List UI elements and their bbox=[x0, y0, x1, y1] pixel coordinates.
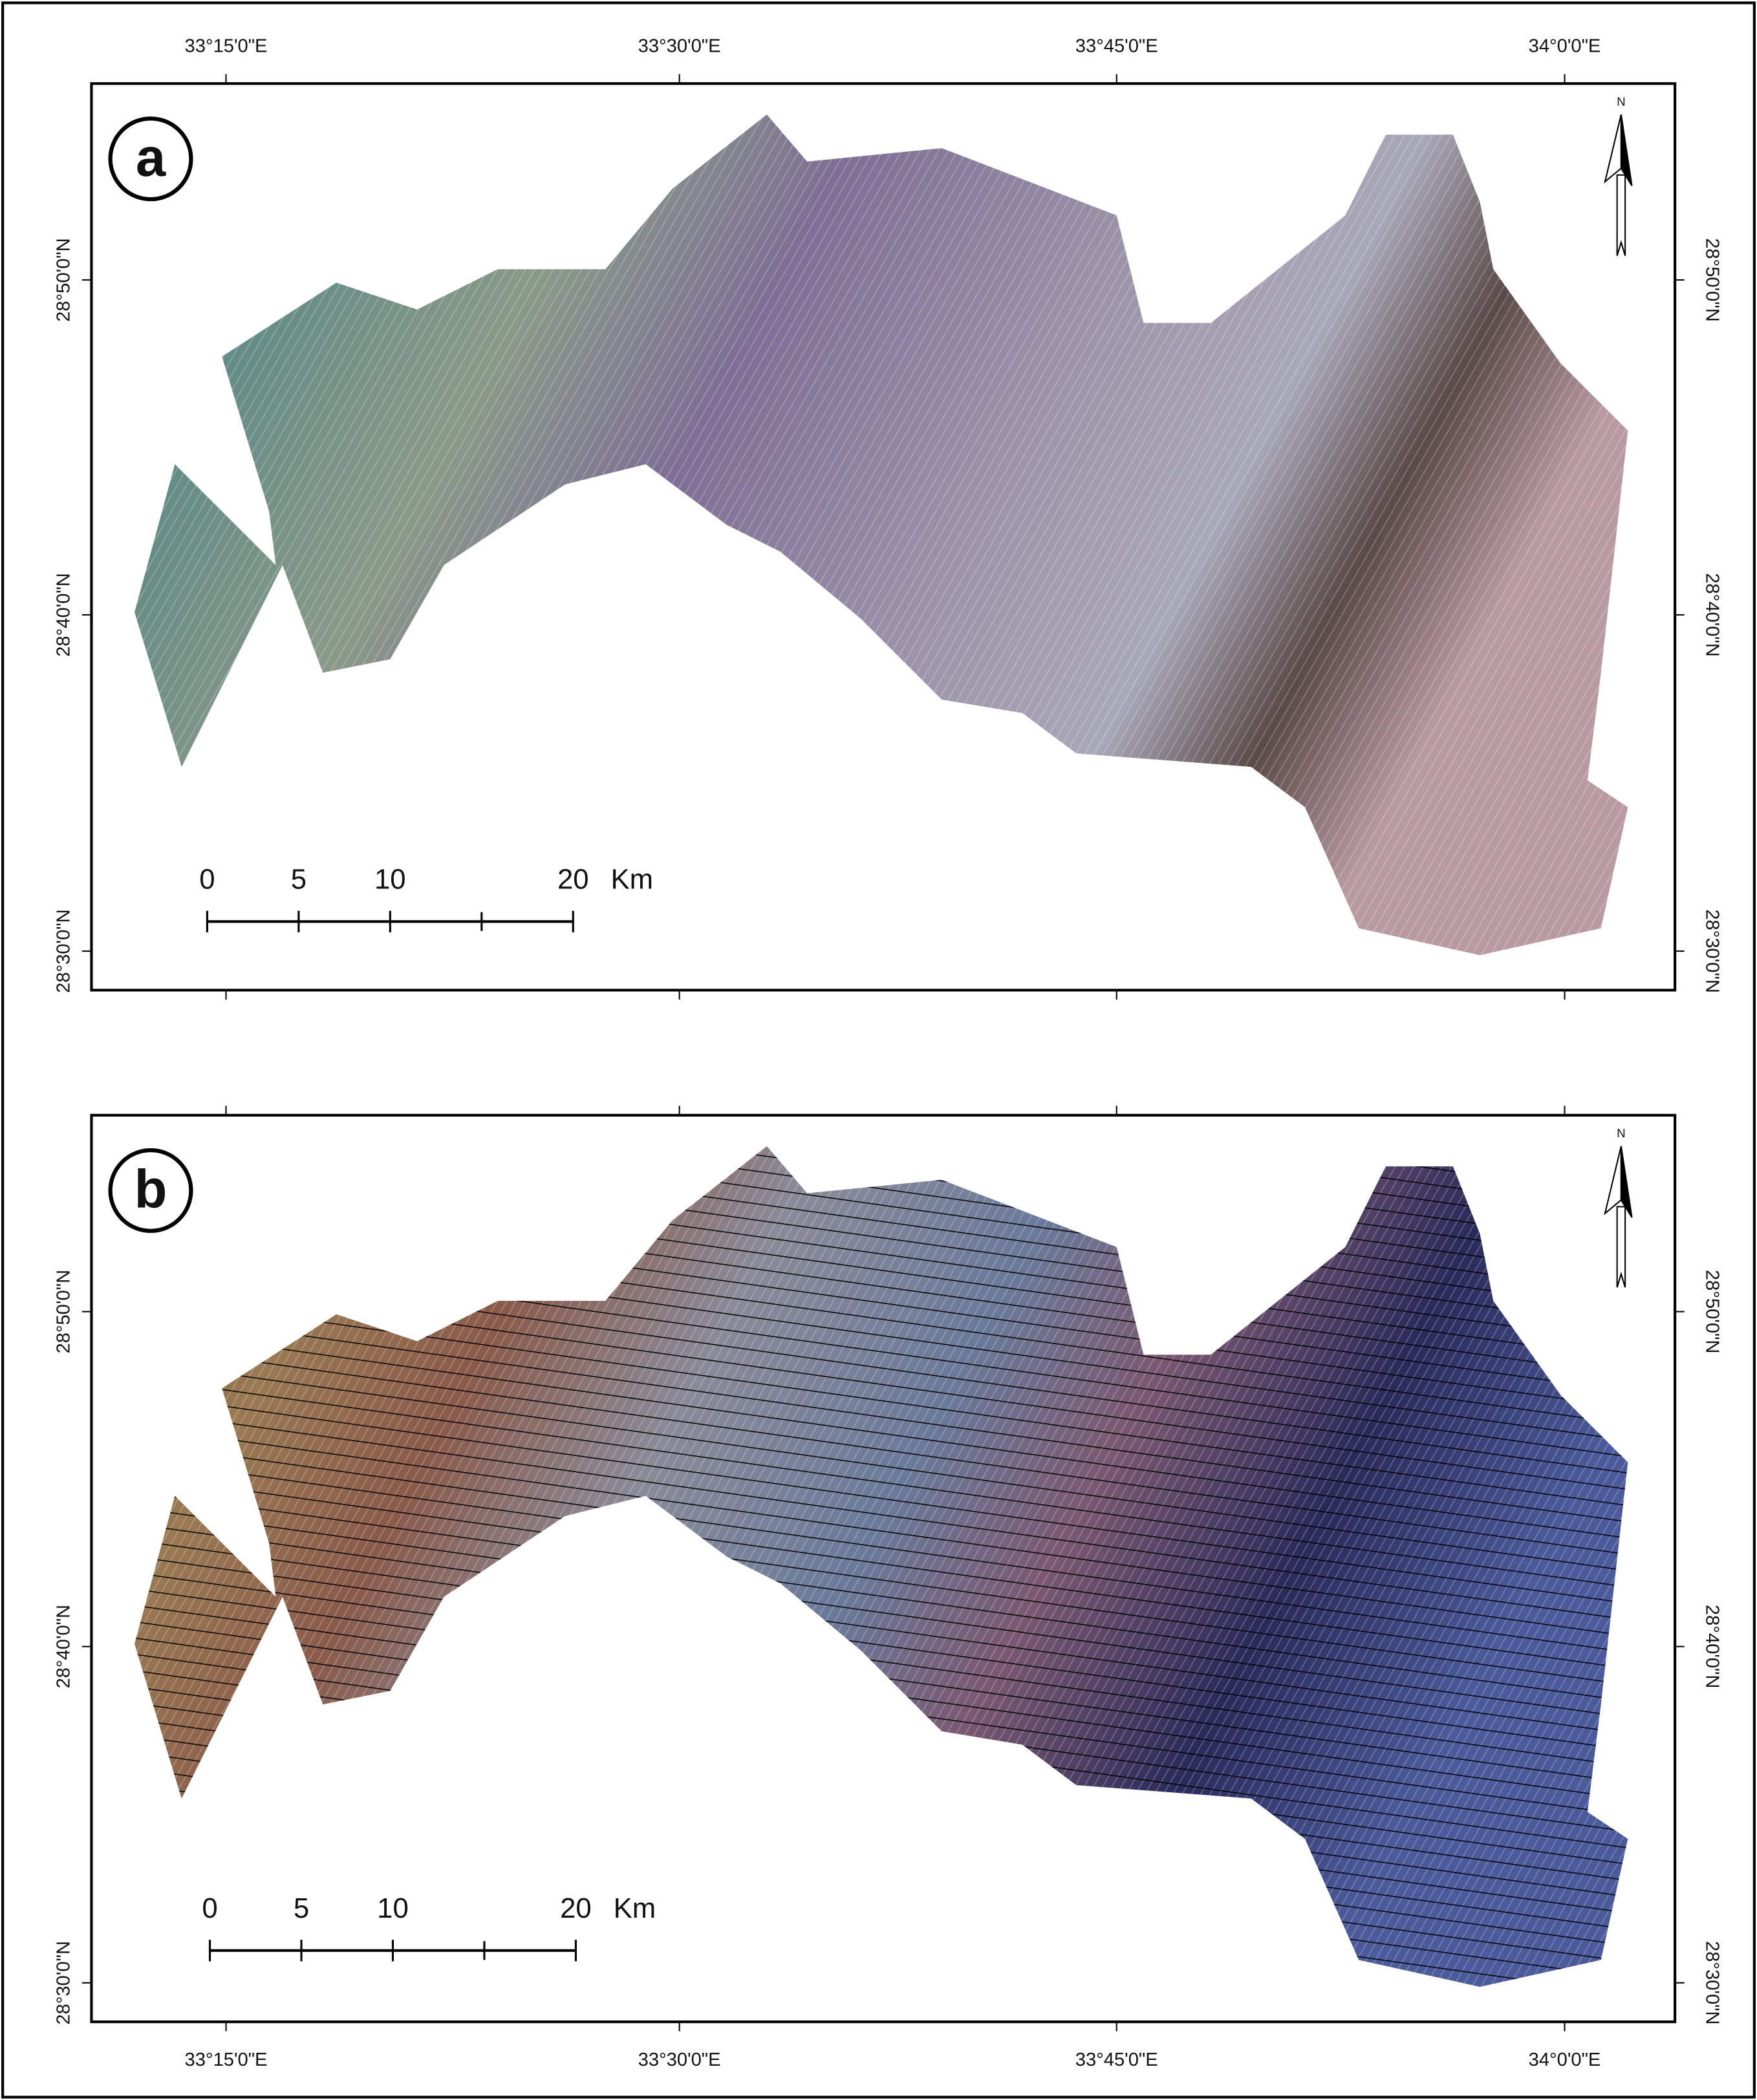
lon-label: 33°15'0"E bbox=[185, 2050, 268, 2070]
lat-label: 28°50'0"N bbox=[54, 1270, 74, 1354]
scale-bar-label: 0 bbox=[202, 1892, 217, 1924]
lon-label: 34°0'0"E bbox=[1529, 36, 1601, 57]
scale-bar-label: 5 bbox=[291, 863, 307, 895]
lat-label: 28°30'0"N bbox=[54, 909, 74, 993]
panel-label-circle bbox=[108, 1148, 193, 1233]
north-label: N bbox=[1617, 1126, 1626, 1140]
scale-bar-label: 10 bbox=[377, 1892, 409, 1924]
map-panel: 33°15'0"E 33°30'0"E 33°45'0"E 34°0'0"E 28°50… bbox=[54, 36, 1723, 1000]
lat-label: 28°50'0"N bbox=[1702, 238, 1723, 321]
lon-label: 34°0'0"E bbox=[1529, 2050, 1601, 2070]
lon-label: 33°45'0"E bbox=[1075, 36, 1158, 57]
map-panel: 33°15'0"E 33°30'0"E 33°45'0"E 34°0'0"E 28°50… bbox=[54, 1106, 1723, 2070]
lat-label: 28°50'0"N bbox=[1702, 1270, 1723, 1353]
scale-bar-label: 20 bbox=[557, 863, 589, 895]
lat-label: 28°30'0"N bbox=[1702, 909, 1723, 992]
lat-label: 28°40'0"N bbox=[54, 573, 74, 656]
lon-label: 33°30'0"E bbox=[638, 36, 721, 57]
scale-bar-unit: Km bbox=[614, 1892, 656, 1924]
lat-label: 28°30'0"N bbox=[54, 1941, 74, 2025]
north-arrow-right bbox=[1620, 1146, 1633, 1218]
lon-label: 33°45'0"E bbox=[1075, 2050, 1158, 2070]
panel-label: a bbox=[136, 127, 166, 188]
scale-bar-label: 20 bbox=[560, 1892, 592, 1924]
lat-label: 28°40'0"N bbox=[1702, 1605, 1723, 1689]
lon-label: 33°30'0"E bbox=[638, 2050, 721, 2070]
north-arrow-stem bbox=[1616, 1206, 1626, 1288]
north-arrow-right bbox=[1620, 114, 1633, 186]
scale-bar-label: 0 bbox=[199, 863, 215, 895]
lon-label: 33°15'0"E bbox=[185, 36, 268, 57]
lat-label: 28°40'0"N bbox=[1702, 573, 1723, 656]
panel-label-circle bbox=[108, 116, 193, 202]
scale-bar-label: 5 bbox=[294, 1892, 309, 1924]
lat-label: 28°40'0"N bbox=[54, 1605, 74, 1689]
north-label: N bbox=[1617, 94, 1626, 108]
lat-label: 28°50'0"N bbox=[54, 238, 74, 322]
north-arrow-stem bbox=[1616, 174, 1626, 256]
panel-label: b bbox=[135, 1159, 167, 1219]
scale-bar-label: 10 bbox=[374, 863, 406, 895]
lat-label: 28°30'0"N bbox=[1702, 1941, 1723, 2025]
scale-bar-unit: Km bbox=[611, 863, 654, 895]
